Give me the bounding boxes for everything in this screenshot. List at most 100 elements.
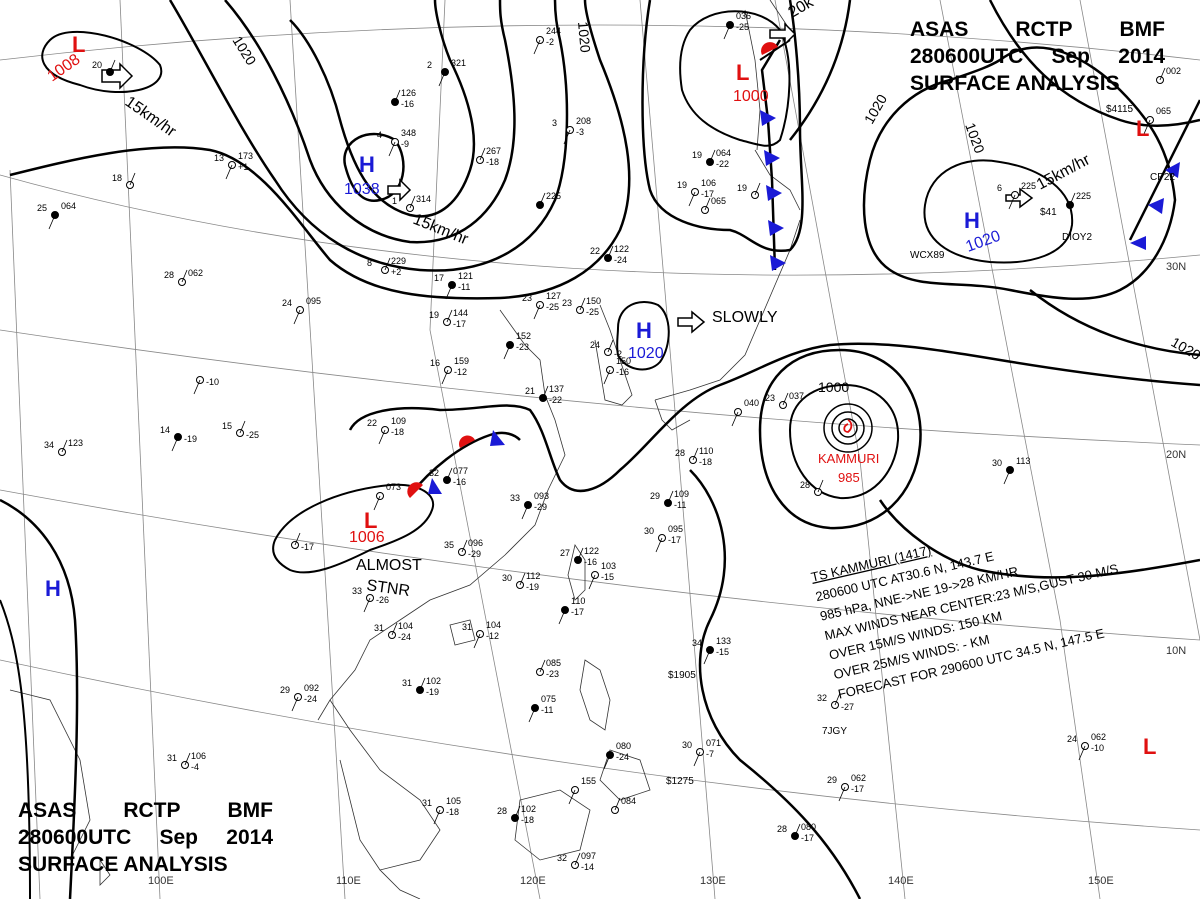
station-pressure: 077 <box>453 466 468 476</box>
station-pressure: 173 <box>238 151 253 161</box>
taiwan <box>568 545 585 600</box>
station-temperature: 29 <box>650 491 660 501</box>
cold-front-triangle <box>770 255 786 271</box>
station-temperature: 29 <box>827 775 837 785</box>
station-pressure: 064 <box>716 148 731 158</box>
station-temperature: 23 <box>765 393 775 403</box>
station-pressure: 065 <box>711 196 726 206</box>
tropical-storm: KAMMURI 985 <box>818 420 879 485</box>
station-tendency: -19 <box>526 582 539 592</box>
motion-speed-label: 15km/hr <box>122 93 180 140</box>
station-pressure: 080 <box>801 822 816 832</box>
storm-pressure: 985 <box>838 470 860 485</box>
high-center-value: 1020 <box>628 345 664 362</box>
station-pressure: 036 <box>736 11 751 21</box>
station-temperature: 21 <box>525 386 535 396</box>
station-pressure: 062 <box>1091 732 1106 742</box>
station-model: 080-24 <box>604 741 631 769</box>
agency-code: BMF <box>228 797 274 824</box>
pressure-centers: L 1008 H 1038 L 1000 H 1020 H 1020 L 100… <box>45 32 1157 759</box>
lon-label: 110E <box>336 875 361 887</box>
station-temperature: 31 <box>374 623 384 633</box>
station-model: 23 150-25 <box>562 296 601 317</box>
station-model: 040 <box>732 398 759 426</box>
station-tendency: +2 <box>391 267 401 277</box>
station-tendency: -17 <box>301 542 314 552</box>
high-center-letter: H <box>359 152 375 177</box>
meridian-100e <box>120 0 160 899</box>
graticule-labels: 100E 110E 120E 130E 140E 150E 30N 20N 10… <box>148 261 1186 887</box>
analysis-title: SURFACE ANALYSIS <box>18 851 228 878</box>
station-temperature: 8 <box>367 258 372 268</box>
station-pressure: 321 <box>451 58 466 68</box>
station-temperature: 19 <box>677 180 687 190</box>
station-tendency: -25 <box>586 307 599 317</box>
station-temperature: 18 <box>112 173 122 183</box>
station-tendency: -22 <box>549 395 562 405</box>
station-pressure: 062 <box>188 268 203 278</box>
station-tendency: -25 <box>736 22 749 32</box>
station-tendency: -19 <box>184 434 197 444</box>
station-temperature: 34 <box>692 638 702 648</box>
station-pressure: 085 <box>546 658 561 668</box>
header-time-line: 280600UTC Sep 2014 <box>18 824 273 851</box>
station-pressure: 229 <box>391 256 406 266</box>
station-tendency: -23 <box>546 669 559 679</box>
station-pressure: 121 <box>458 271 473 281</box>
station-pressure: 150 <box>586 296 601 306</box>
station-temperature: 28 <box>164 270 174 280</box>
station-model: 152-23 <box>504 331 531 359</box>
malay-peninsula <box>380 870 420 899</box>
motion-arrows <box>102 24 1032 332</box>
station-tendency: +1 <box>238 162 248 172</box>
station-temperature: 22 <box>590 246 600 256</box>
station-temperature: 31 <box>402 678 412 688</box>
station-pressure: 102 <box>426 676 441 686</box>
station-pressure: 106 <box>191 751 206 761</box>
station-id: DIOY2 <box>1062 232 1092 243</box>
station-temperature: 30 <box>992 458 1002 468</box>
station-pressure: 152 <box>516 331 531 341</box>
station-tendency: -18 <box>391 427 404 437</box>
motion-arrow <box>102 64 132 88</box>
station-tendency: -18 <box>446 807 459 817</box>
station-tendency: -24 <box>304 694 317 704</box>
station-id: $4115 <box>1106 104 1134 115</box>
header-top-right: ASAS RCTP BMF 280600UTC Sep 2014 SURFACE… <box>910 16 1165 97</box>
station-temperature: 23 <box>562 298 572 308</box>
station-tendency: -2 <box>546 37 554 47</box>
station-pressure: 208 <box>576 116 591 126</box>
station-id: $41 <box>1040 207 1057 218</box>
station-tendency: -14 <box>581 862 594 872</box>
lon-label: 150E <box>1088 875 1114 887</box>
lat-label: 30N <box>1166 261 1186 273</box>
station-tendency: -9 <box>401 139 409 149</box>
station-pressure: 112 <box>526 571 540 581</box>
station-tendency: -29 <box>468 549 481 559</box>
station-pressure: 110 <box>699 446 713 456</box>
header-title-line: SURFACE ANALYSIS <box>910 70 1165 97</box>
station-temperature: 15 <box>222 421 232 431</box>
station-tendency: -16 <box>453 477 466 487</box>
station-model: 19 <box>737 183 760 199</box>
luzon <box>580 660 610 730</box>
station-pressure: 080 <box>616 741 631 751</box>
analysis-time: 280600UTC <box>18 824 131 851</box>
station-temperature: 20 <box>92 60 102 70</box>
station-pressure: 109 <box>674 489 689 499</box>
agency-code: BMF <box>1120 16 1166 43</box>
isobar-label: 1020 <box>962 121 988 156</box>
